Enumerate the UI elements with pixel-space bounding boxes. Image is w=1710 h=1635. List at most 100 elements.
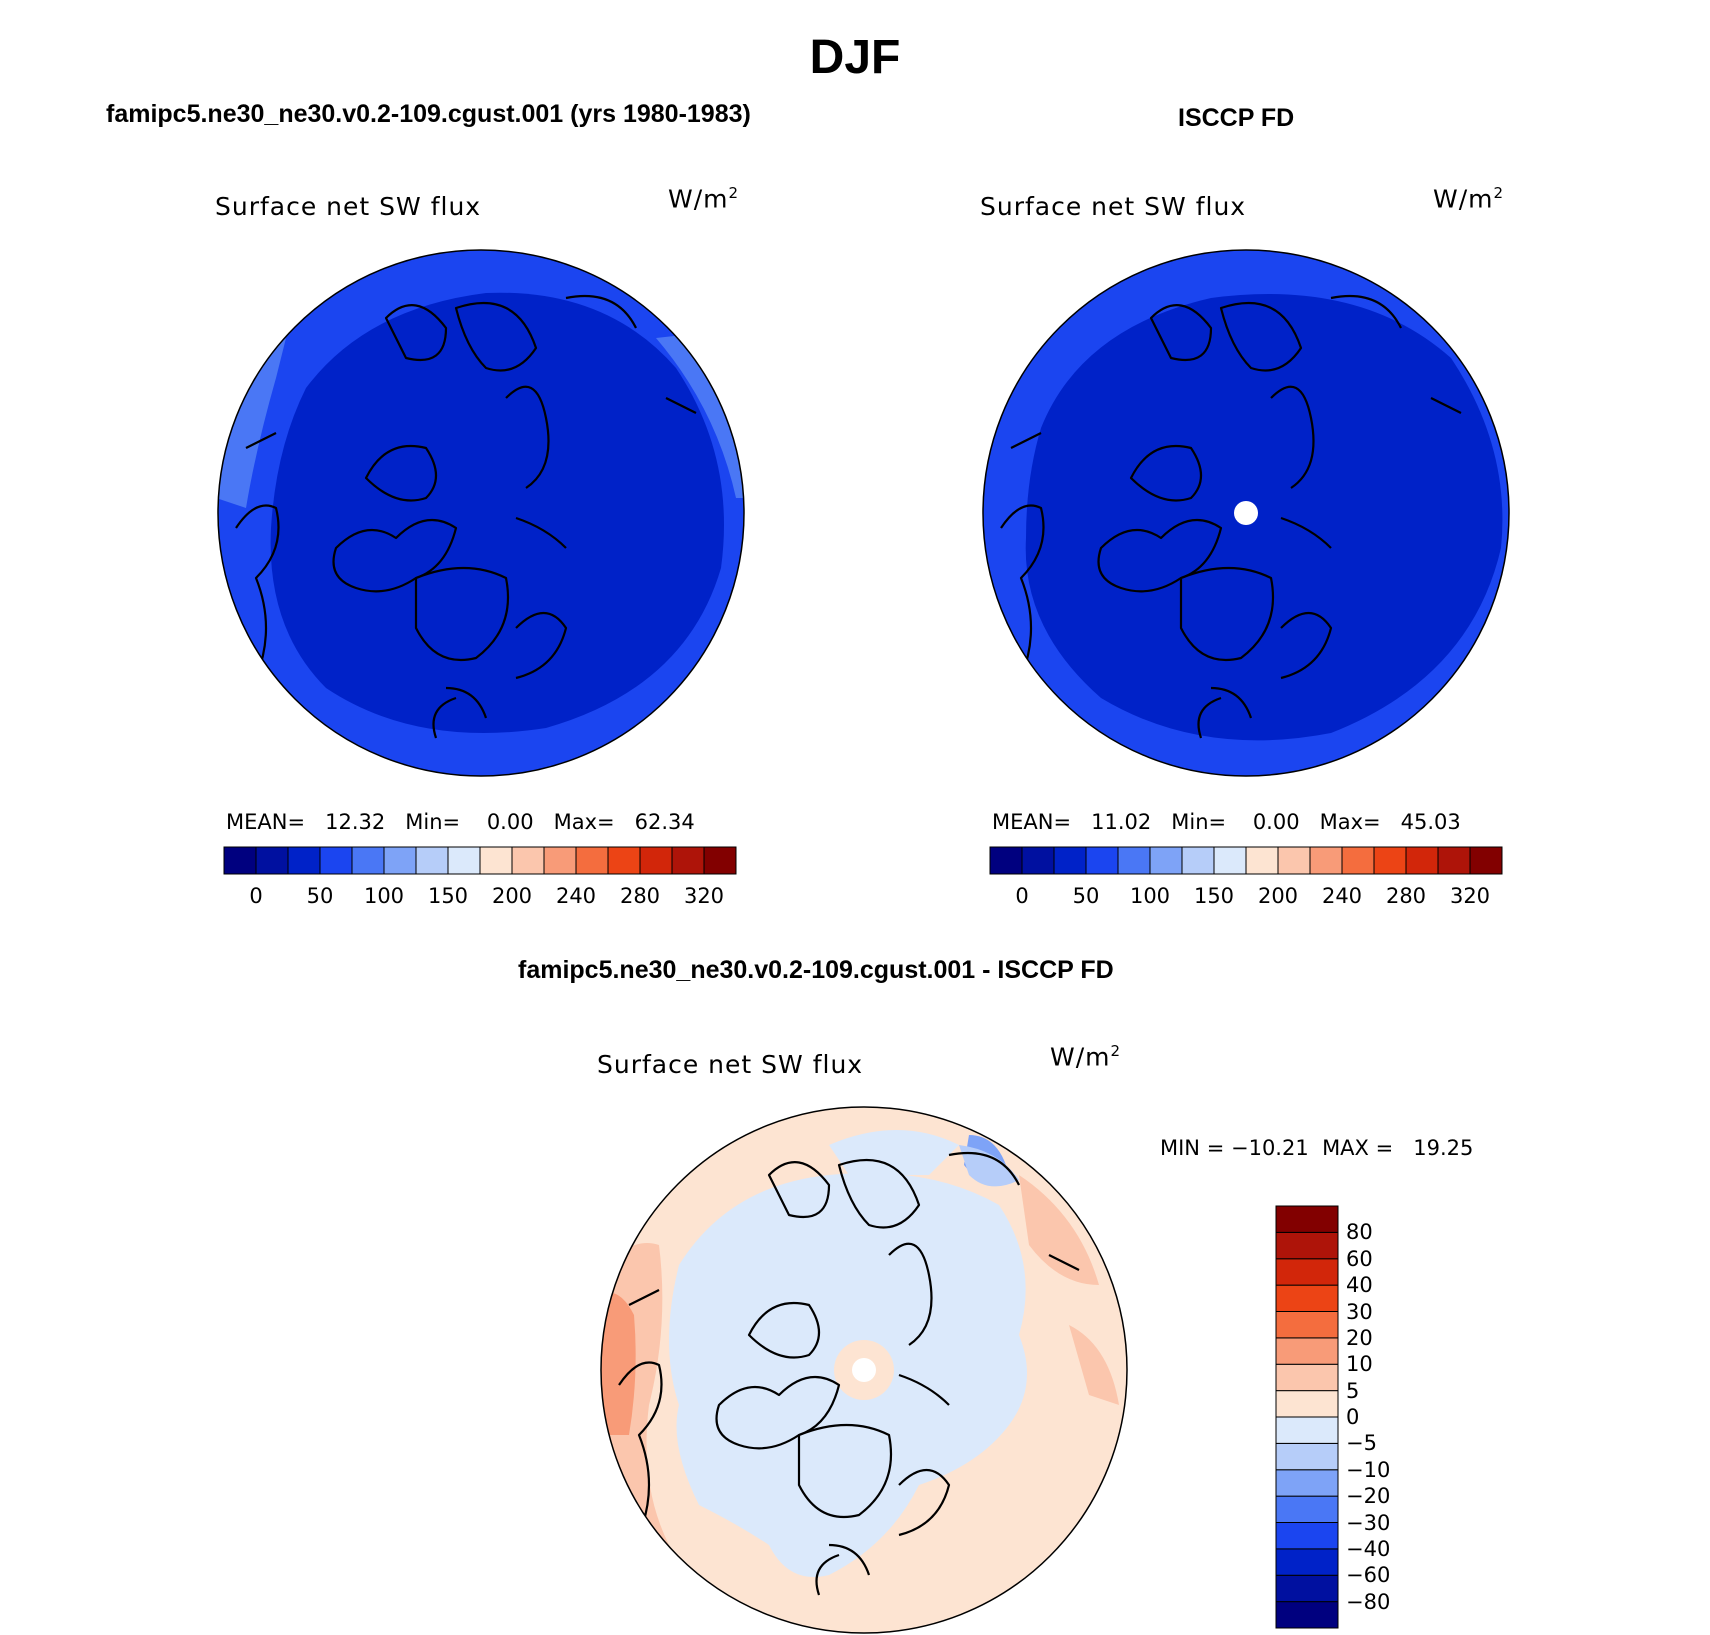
panel-obs-variable: Surface net SW flux [980,192,1247,221]
colorbar-swatch [1053,846,1087,875]
colorbar-swatch [1275,1258,1339,1286]
colorbar-swatch [543,846,577,875]
colorbar-tick-label: 0 [249,884,263,908]
colorbar-swatch [1275,1284,1339,1312]
colorbar-swatch [1275,1311,1339,1339]
main-title: DJF [809,31,901,84]
colorbar-tick-label: −80 [1346,1589,1391,1614]
colorbar-swatch [703,846,737,875]
colorbar-tick-label: −30 [1346,1510,1391,1535]
colorbar-tick-label: 100 [1129,884,1171,908]
colorbar-swatch [415,846,449,875]
colorbar-swatch [1021,846,1055,875]
diff-panel-colorbar [1275,1205,1339,1629]
panel-test-map [217,249,745,777]
colorbar-swatch [989,846,1023,875]
field-dark-region [1025,294,1503,741]
coastlines [235,294,697,739]
colorbar-tick-label: 100 [363,884,405,908]
colorbar-swatch [1275,1231,1339,1260]
colorbar-tick-label: 240 [555,884,597,908]
colorbar-swatch [255,846,289,875]
colorbar-swatch [1405,846,1439,875]
diff-positive-patch [1019,1175,1099,1285]
colorbar-swatch [1213,846,1247,875]
colorbar-swatch [639,846,673,875]
colorbar-swatch [671,846,705,875]
colorbar-swatch [1149,846,1183,875]
colorbar-swatch [1469,846,1503,875]
colorbar-tick-label: 50 [1072,884,1100,908]
colorbar-swatch [607,846,641,875]
colorbar-swatch [223,846,257,875]
colorbar-tick-label: −5 [1346,1431,1377,1456]
diff-positive-patch [601,1292,636,1435]
field-dark-region [270,292,724,733]
diff-panel-map [600,1106,1128,1634]
diff-panel-stats: MIN = −10.21 MAX = 19.25 [1160,1136,1474,1160]
colorbar-swatch [287,846,321,875]
diff-negative-patch [959,1145,1019,1187]
colorbar-swatch [1275,1469,1339,1497]
diff-panel-units: W/m2 [1050,1042,1122,1072]
panel-obs-colorbar [989,846,1503,875]
colorbar-tick-label: 40 [1346,1273,1373,1298]
colorbar-swatch [1275,1442,1339,1471]
colorbar-swatch [1275,1337,1339,1365]
colorbar-swatch [1309,846,1343,875]
colorbar-swatch [383,846,417,875]
colorbar-tick-label: −10 [1346,1457,1391,1482]
colorbar-tick-label: 320 [1449,884,1491,908]
colorbar-swatch [1275,1416,1339,1444]
colorbar-swatch [1181,846,1215,875]
colorbar-tick-label: −60 [1346,1563,1391,1588]
colorbar-swatch [1245,846,1279,875]
colorbar-tick-label: 50 [306,884,334,908]
panel-test-header: famipc5.ne30_ne30.v0.2-109.cgust.001 (yr… [106,100,751,128]
panel-test-colorbar [223,846,737,875]
colorbar-swatch [351,846,385,875]
colorbar-tick-label: 200 [1257,884,1299,908]
colorbar-swatch [1275,1574,1339,1603]
colorbar-tick-label: −20 [1346,1484,1391,1509]
diff-panel-header: famipc5.ne30_ne30.v0.2-109.cgust.001 - I… [518,956,1114,984]
colorbar-swatch [1275,1601,1339,1629]
colorbar-swatch [479,846,513,875]
panel-obs-stats: MEAN= 11.02 Min= 0.00 Max= 45.03 [992,810,1461,834]
diff-panel-colorbar-labels: 80 60 40 30 20 10 5 0 −5 −10 −20 −30 −40 −60 −80 [1346,1206,1406,1628]
panel-obs-colorbar-labels: 0 50 100 150 200 240 280 320 [990,884,1502,910]
colorbar-swatch [1275,1363,1339,1392]
missing-data-pole [852,1358,876,1382]
diff-panel-variable: Surface net SW flux [597,1050,864,1079]
panel-obs-header: ISCCP FD [1178,104,1295,132]
missing-data-pole [1234,501,1258,525]
coastlines [618,1151,1080,1596]
diff-positive-patch [1069,1325,1119,1405]
colorbar-swatch [1117,846,1151,875]
field-light-patch [218,338,286,508]
colorbar-swatch [1275,1548,1339,1576]
map-border [982,249,1510,777]
panel-test-units: W/m2 [668,184,740,214]
panel-test-colorbar-labels: 0 50 100 150 200 240 280 320 [224,884,736,910]
colorbar-tick-label: 80 [1346,1220,1373,1245]
colorbar-tick-label: 5 [1346,1378,1360,1403]
colorbar-swatch [1275,1205,1339,1233]
colorbar-tick-label: 20 [1346,1325,1373,1350]
colorbar-swatch [1341,846,1375,875]
colorbar-swatch [319,846,353,875]
colorbar-swatch [1373,846,1407,875]
colorbar-swatch [1275,1495,1339,1523]
map-border [217,249,745,777]
colorbar-tick-label: 0 [1015,884,1029,908]
colorbar-tick-label: 30 [1346,1299,1373,1324]
colorbar-swatch [511,846,545,875]
panel-test-stats: MEAN= 12.32 Min= 0.00 Max= 62.34 [226,810,695,834]
colorbar-tick-label: 60 [1346,1246,1373,1271]
colorbar-swatch [1085,846,1119,875]
colorbar-tick-label: 280 [1385,884,1427,908]
panel-obs-units: W/m2 [1433,184,1505,214]
colorbar-tick-label: 280 [619,884,661,908]
colorbar-tick-label: 240 [1321,884,1363,908]
colorbar-tick-label: 320 [683,884,725,908]
